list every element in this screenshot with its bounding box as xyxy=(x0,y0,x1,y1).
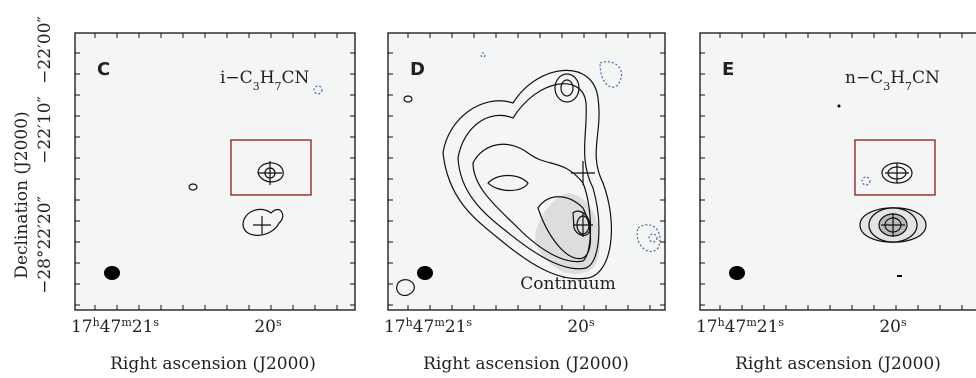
y-axis-label: Declination (J2000) xyxy=(12,111,32,278)
text-part: 17 xyxy=(384,317,406,337)
x-tick-label: 20s xyxy=(254,316,282,338)
text-part: Continuum xyxy=(520,274,615,294)
text-part: 20 xyxy=(879,317,901,337)
panel-label: Continuum xyxy=(520,274,615,294)
text-part: 47 xyxy=(413,317,435,337)
text-part: h xyxy=(718,316,725,329)
text-part: 20 xyxy=(254,317,276,337)
text-part: H xyxy=(890,68,905,88)
text-part: s xyxy=(466,316,472,329)
panel-letter: E xyxy=(722,59,734,80)
text-part: s xyxy=(589,316,595,329)
x-tick-label: 17h47m21s xyxy=(696,316,784,338)
text-part: s xyxy=(778,316,784,329)
x-tick-label: 20s xyxy=(567,316,595,338)
text-part: 3 xyxy=(883,80,890,93)
text-part: CN xyxy=(282,68,310,88)
text-part: m xyxy=(746,316,757,329)
text-part: h xyxy=(406,316,413,329)
y-tick-label: −28°22′20″ xyxy=(35,196,55,294)
text-part: h xyxy=(93,316,100,329)
text-part: 7 xyxy=(905,80,912,93)
text-part: i−C xyxy=(220,68,253,88)
text-part: 21 xyxy=(757,317,779,337)
text-part: s xyxy=(153,316,159,329)
panel-letter: D xyxy=(410,59,425,80)
x-axis-label: Right ascension (J2000) xyxy=(110,354,316,374)
text-part: H xyxy=(260,68,275,88)
text-part: 3 xyxy=(253,80,260,93)
text-part: m xyxy=(434,316,445,329)
text-part: CN xyxy=(912,68,940,88)
text-part: 47 xyxy=(725,317,747,337)
text-part: 17 xyxy=(71,317,93,337)
y-tick-label: −22′10″ xyxy=(35,96,55,164)
x-axis-label: Right ascension (J2000) xyxy=(423,354,629,374)
text-part: s xyxy=(276,316,282,329)
text-part: m xyxy=(121,316,132,329)
text-part: 17 xyxy=(696,317,718,337)
text-part: 21 xyxy=(445,317,467,337)
panel: D Continuum xyxy=(388,33,665,310)
x-axis-label: Right ascension (J2000) xyxy=(735,354,941,374)
text-part: 21 xyxy=(132,317,154,337)
text-part: n−C xyxy=(845,68,883,88)
y-tick-label: −22′00″ xyxy=(35,16,55,84)
x-tick-label: 17h47m21s xyxy=(384,316,472,338)
text-part: 20 xyxy=(567,317,589,337)
x-tick-label: 17h47m21s xyxy=(71,316,159,338)
panel-letter: C xyxy=(97,59,110,80)
text-part: 47 xyxy=(100,317,122,337)
text-part: s xyxy=(901,316,907,329)
figure: Declination (J2000) −22′00″ −22′10″ −28°… xyxy=(0,0,976,378)
text-part: 7 xyxy=(275,80,282,93)
x-tick-label: 20s xyxy=(879,316,907,338)
